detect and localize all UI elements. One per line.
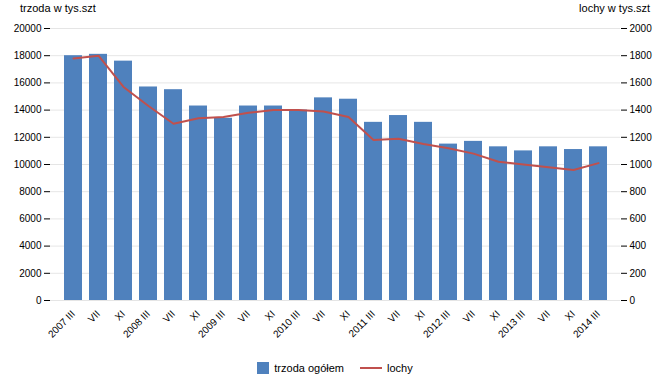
svg-text:0: 0 <box>630 295 636 306</box>
svg-text:400: 400 <box>630 240 647 251</box>
svg-text:2008 III: 2008 III <box>121 308 152 339</box>
svg-text:XI: XI <box>188 308 202 322</box>
svg-text:2011 III: 2011 III <box>346 308 377 339</box>
svg-text:1200: 1200 <box>630 132 653 143</box>
svg-text:800: 800 <box>630 186 647 197</box>
svg-text:VII: VII <box>536 308 552 324</box>
svg-text:2000: 2000 <box>630 23 653 34</box>
html-text:lochy: lochy <box>387 362 413 374</box>
svg-text:8000: 8000 <box>19 186 42 197</box>
svg-text:14000: 14000 <box>14 104 42 115</box>
svg-text:2010 III: 2010 III <box>271 308 302 339</box>
svg-text:2007 III: 2007 III <box>46 308 77 339</box>
svg-text:1600: 1600 <box>630 77 653 88</box>
svg-text:600: 600 <box>630 213 647 224</box>
svg-text:VII: VII <box>86 308 102 324</box>
svg-text:XI: XI <box>338 308 352 322</box>
svg-text:VII: VII <box>386 308 402 324</box>
svg-text:2013 III: 2013 III <box>496 308 527 339</box>
svg-text:1800: 1800 <box>630 50 653 61</box>
html-text:lochy w tys.szt: lochy w tys.szt <box>579 2 650 14</box>
svg-text:6000: 6000 <box>19 213 42 224</box>
svg-text:2000: 2000 <box>19 268 42 279</box>
svg-text:2009 III: 2009 III <box>196 308 227 339</box>
svg-text:XI: XI <box>113 308 127 322</box>
svg-text:16000: 16000 <box>14 77 42 88</box>
svg-text:20000: 20000 <box>14 23 42 34</box>
svg-text:VII: VII <box>311 308 327 324</box>
svg-text:200: 200 <box>630 268 647 279</box>
svg-text:10000: 10000 <box>14 159 42 170</box>
svg-text:VII: VII <box>461 308 477 324</box>
svg-text:12000: 12000 <box>14 132 42 143</box>
svg-text:XI: XI <box>488 308 502 322</box>
svg-text:2012 III: 2012 III <box>421 308 452 339</box>
svg-text:2014 III: 2014 III <box>571 308 602 339</box>
svg-text:0: 0 <box>36 295 42 306</box>
svg-text:VII: VII <box>161 308 177 324</box>
svg-text:1400: 1400 <box>630 104 653 115</box>
svg-text:1000: 1000 <box>630 159 653 170</box>
html-text:trzoda w tys.szt: trzoda w tys.szt <box>20 2 96 14</box>
svg-text:XI: XI <box>563 308 577 322</box>
svg-text:XI: XI <box>263 308 277 322</box>
html-text:trzoda ogółem: trzoda ogółem <box>274 362 344 374</box>
svg-text:18000: 18000 <box>14 50 42 61</box>
svg-text:4000: 4000 <box>19 240 42 251</box>
svg-text:VII: VII <box>236 308 252 324</box>
svg-text:XI: XI <box>413 308 427 322</box>
